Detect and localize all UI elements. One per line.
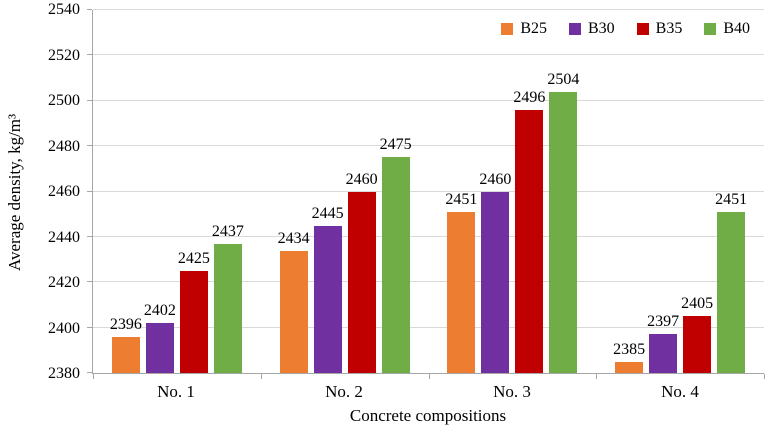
y-tick-mark [87, 281, 92, 283]
legend-label: B30 [587, 20, 615, 37]
bar-b30-no-3: 2460 [479, 171, 511, 373]
bar-b30-no-4: 2397 [647, 314, 679, 373]
bar-group-no-1: 2396 2402 2425 2437 [93, 10, 261, 373]
bar-b35-no-3: 2496 [513, 89, 545, 373]
legend-label: B25 [520, 20, 547, 37]
y-tick-mark [87, 235, 92, 237]
bar-value-label: 2504 [547, 70, 580, 88]
bar-value-label: 2397 [647, 313, 680, 331]
bar-value-label: 2434 [277, 229, 310, 247]
gridline [93, 281, 764, 283]
legend-label: B35 [655, 20, 683, 37]
bar-b30-no-2: 2445 [312, 205, 344, 373]
legend-item-b25: B25 [501, 20, 547, 38]
gridline [93, 235, 764, 237]
x-category-label: No. 2 [325, 382, 363, 401]
bar-b35-no-1: 2425 [178, 250, 210, 373]
bar-value-label: 2385 [613, 340, 646, 358]
y-tick-label: 2480 [48, 137, 80, 155]
bar-value-label: 2405 [681, 295, 714, 313]
legend: B25 B30 B35 B40 [501, 20, 750, 38]
x-category-label: No. 3 [493, 382, 531, 401]
bar-value-label: 2396 [109, 315, 142, 333]
y-tick-mark [87, 326, 92, 328]
bar-value-label: 2451 [445, 190, 478, 208]
legend-swatch-b30 [568, 23, 581, 35]
y-tick-label: 2440 [48, 228, 80, 246]
bar-b35-no-4: 2405 [681, 296, 713, 373]
gridline [93, 326, 764, 328]
bar-b25-no-4: 2385 [613, 341, 645, 373]
bar-b25-no-1: 2396 [110, 316, 142, 373]
bar-b25-no-3: 2451 [445, 191, 477, 373]
plot-area: 2396 2402 2425 2437 2434 2445 2460 2475 2451 2460… [87, 9, 765, 379]
x-tick-mark [260, 374, 262, 379]
bar-group-no-2: 2434 2445 2460 2475 [261, 10, 429, 373]
gridline [93, 54, 764, 56]
bar-value-label: 2496 [513, 88, 546, 106]
legend-item-b35: B35 [636, 20, 683, 38]
legend-item-b40: B40 [704, 20, 750, 38]
legend-item-b30: B30 [568, 20, 615, 38]
y-tick-mark [87, 372, 92, 373]
gridline [93, 99, 764, 101]
y-tick-label: 2420 [48, 274, 80, 291]
x-tick-mark [93, 374, 94, 379]
y-tick-mark [87, 9, 92, 10]
bar-series-area: 2396 2402 2425 2437 2434 2445 2460 2475 2451 2460… [93, 10, 764, 373]
x-category-label: No. 1 [157, 382, 195, 401]
bar-value-label: 2460 [479, 170, 512, 188]
y-tick-label: 2460 [48, 183, 80, 200]
gridline [93, 9, 764, 10]
bar-b40-no-3: 2504 [547, 71, 579, 373]
bar-b40-no-4: 2451 [715, 191, 747, 373]
bar-b25-no-2: 2434 [278, 230, 310, 373]
bar-value-label: 2475 [379, 136, 412, 154]
y-tick-label: 2540 [48, 1, 80, 18]
bar-value-label: 2437 [211, 222, 244, 240]
legend-label: B40 [723, 20, 750, 37]
x-axis-title: Concrete compositions [349, 406, 507, 425]
y-tick-mark [87, 99, 92, 101]
bar-group-no-3: 2451 2460 2496 2504 [429, 10, 597, 373]
gridline [93, 190, 764, 192]
y-tick-mark [87, 145, 92, 147]
y-tick-label: 2520 [48, 46, 80, 64]
y-tick-label: 2500 [48, 92, 80, 109]
y-tick-label: 2380 [48, 365, 80, 382]
y-axis-tick-labels: 2380 2400 2420 2440 2460 2480 2500 2520 2540 [30, 2, 86, 382]
legend-swatch-b40 [704, 23, 717, 35]
x-axis-category-labels: No. 1 No. 2 No. 3 No. 4 [92, 382, 764, 402]
bar-value-label: 2445 [311, 204, 344, 222]
bar-b30-no-1: 2402 [144, 303, 176, 373]
bar-value-label: 2451 [715, 190, 748, 208]
bar-value-label: 2460 [345, 170, 378, 188]
x-tick-mark [428, 374, 430, 379]
bar-value-label: 2425 [177, 249, 210, 267]
x-tick-mark [764, 374, 765, 379]
bar-group-no-4: 2385 2397 2405 2451 [596, 10, 764, 373]
y-tick-mark [87, 190, 92, 192]
y-tick-label: 2400 [48, 319, 80, 337]
x-tick-mark [596, 374, 598, 379]
bar-b40-no-2: 2475 [380, 137, 412, 373]
legend-swatch-b25 [501, 23, 514, 35]
y-tick-mark [87, 54, 92, 56]
bar-value-label: 2402 [143, 302, 176, 320]
gridline [93, 145, 764, 147]
legend-swatch-b35 [636, 23, 649, 35]
x-category-label: No. 4 [661, 382, 699, 401]
bar-b35-no-2: 2460 [346, 171, 378, 373]
y-axis-title: Average density, kg/m³ [5, 113, 24, 271]
bar-b40-no-1: 2437 [212, 223, 244, 373]
